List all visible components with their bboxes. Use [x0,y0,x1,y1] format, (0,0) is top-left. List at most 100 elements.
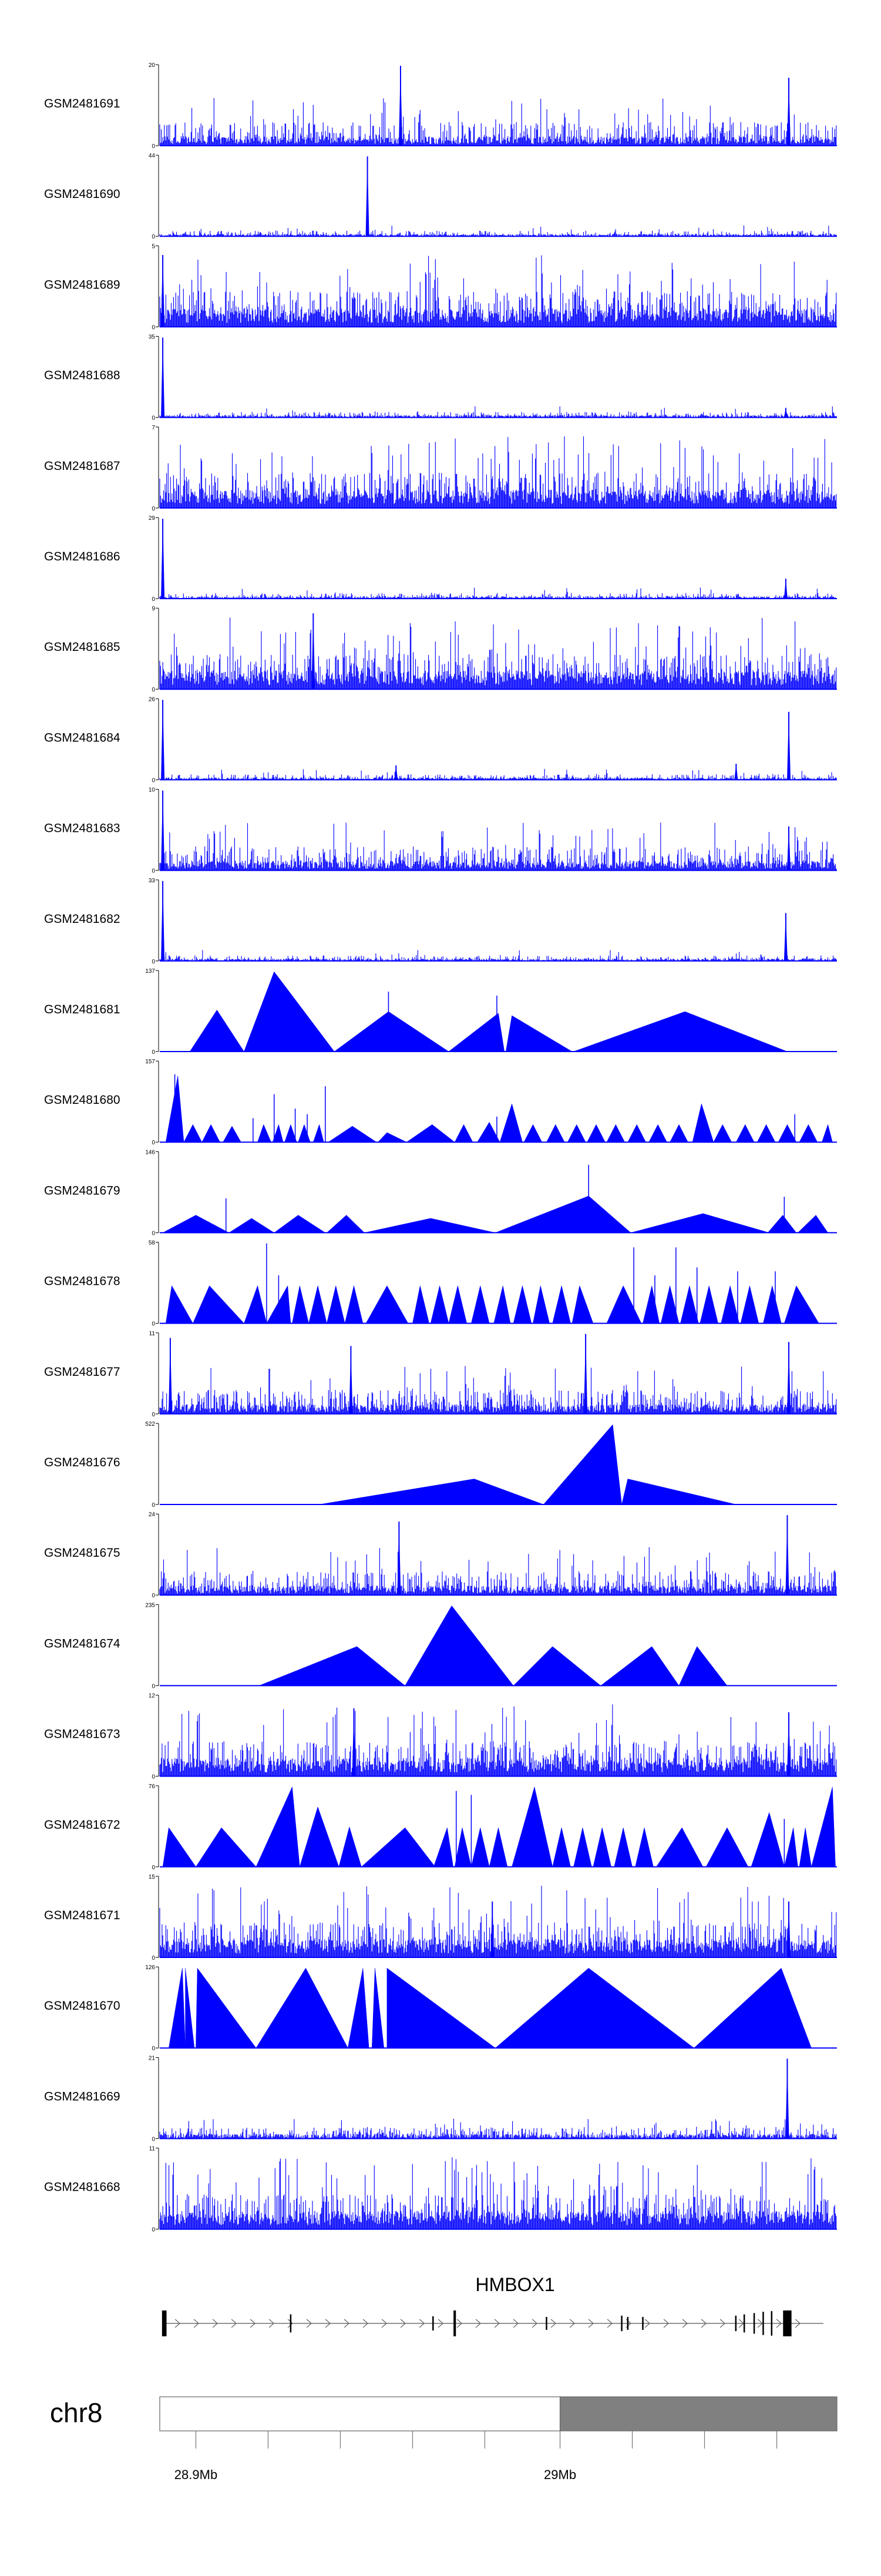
coverage-triangle [377,1132,407,1143]
track-gsm2481671: GSM2481671 15 0 [44,1874,837,1962]
coverage-triangle [312,1124,324,1143]
strand-chevron [174,2319,181,2328]
y-max-label: 33 [149,878,156,884]
track-label: GSM2481674 [44,1637,120,1650]
coverage-triangle [244,971,335,1052]
coverage-triangle [784,1828,798,1868]
coverage-triangle [499,1103,523,1143]
coverage-triangle [259,1646,406,1686]
coverage-triangle [364,1218,496,1233]
strand-chevron [306,2319,312,2328]
coverage-triangle [319,1479,544,1505]
track-gsm2481680: GSM2481680 157 0 [44,1059,837,1146]
y-max-label: 11 [149,1331,156,1337]
coverage-triangle [257,1124,271,1143]
track-gsm2481682: GSM2481682 33 0 [44,878,837,965]
y-min-label: 0 [152,2046,155,2052]
coverage-triangle [680,1285,699,1324]
coverage-triangle [255,1786,300,1868]
coverage-triangle [192,1285,245,1324]
strand-chevron [250,2319,256,2328]
gene-exon [162,2310,167,2336]
track-label: GSM2481680 [44,1093,120,1107]
track-gsm2481691: GSM2481691 20 0 [44,62,837,150]
strand-chevron [701,2319,707,2328]
gene-exon [753,2313,755,2334]
gene-exon [735,2315,737,2332]
y-max-label: 9 [152,606,155,612]
y-max-label: 58 [149,1240,156,1247]
coverage-signal [159,436,837,508]
coverage-triangle [778,1124,797,1143]
coverage-signal [159,769,837,780]
track-gsm2481672: GSM2481672 76 0 [44,1784,837,1871]
y-max-label: 10 [149,787,156,794]
coverage-signal [159,2157,837,2229]
track-label: GSM2481686 [44,550,120,563]
y-min-label: 0 [152,2136,155,2142]
coverage-signal [159,1886,837,1957]
coverage-triangle [740,1285,759,1324]
y-max-label: 7 [152,425,155,431]
y-min-label: 0 [152,596,155,603]
y-min-label: 0 [152,1412,155,1418]
coverage-triangle [767,1215,797,1233]
coverage-triangle [201,1124,220,1143]
coverage-triangle [196,1967,257,2048]
track-label: GSM2481678 [44,1275,120,1288]
coverage-signal [159,587,837,599]
strand-chevron [663,2319,670,2328]
coverage-signal [159,822,837,871]
y-max-label: 35 [149,334,156,341]
strand-chevron [682,2319,688,2328]
coverage-triangle [799,1124,818,1143]
chromosome-ideogram: chr8 28.9Mb 29Mb [50,2396,838,2482]
coverage-triangle [299,1806,339,1868]
strand-chevron [438,2319,444,2328]
strand-chevron [644,2319,651,2328]
y-max-label: 157 [145,1059,155,1065]
coverage-triangle [797,1215,829,1233]
coverage-signal [159,950,837,961]
coverage-triangle [523,1124,543,1143]
coverage-signal [159,98,837,146]
y-max-label: 12 [149,1693,156,1700]
track-label: GSM2481679 [44,1184,120,1197]
y-min-label: 0 [152,506,155,512]
track-label: GSM2481691 [44,97,120,110]
track-gsm2481688: GSM2481688 35 0 [44,334,837,422]
coverage-triangle [189,1009,244,1052]
coverage-triangle [165,1285,193,1324]
track-label: GSM2481668 [44,2181,120,2194]
gene-exon [290,2314,292,2333]
y-min-label: 0 [152,415,155,422]
coverage-signal [159,1547,837,1596]
track-gsm2481690: GSM2481690 44 0 [44,153,837,240]
track-gsm2481676: GSM2481676 522 0 [44,1421,837,1509]
track-gsm2481675: GSM2481675 24 0 [44,1512,837,1599]
coverage-triangle [635,1828,654,1868]
y-min-label: 0 [152,687,155,693]
coverage-triangle [284,1124,297,1143]
strand-chevron [513,2319,519,2328]
track-gsm2481681: GSM2481681 137 0 [44,968,837,1056]
coverage-triangle [493,1285,511,1324]
y-min-label: 0 [152,1774,155,1781]
coverage-triangle [512,1786,553,1868]
gene-exon [546,2317,547,2330]
track-gsm2481674: GSM2481674 235 0 [44,1602,837,1690]
strand-chevron [494,2319,500,2328]
track-label: GSM2481677 [44,1365,120,1379]
track-label: GSM2481672 [44,1818,120,1832]
coverage-triangle [454,1828,472,1868]
y-min-label: 0 [152,1865,155,1871]
strand-chevron [475,2319,482,2328]
track-gsm2481670: GSM2481670 126 0 [44,1964,837,2052]
coverage-triangle [713,1124,732,1143]
gene-exon [453,2310,456,2336]
y-max-label: 5 [152,243,155,250]
coverage-triangle [593,1828,611,1868]
coverage-triangle [567,1124,586,1143]
coverage-triangle [533,1285,550,1324]
y-max-label: 44 [149,153,156,159]
